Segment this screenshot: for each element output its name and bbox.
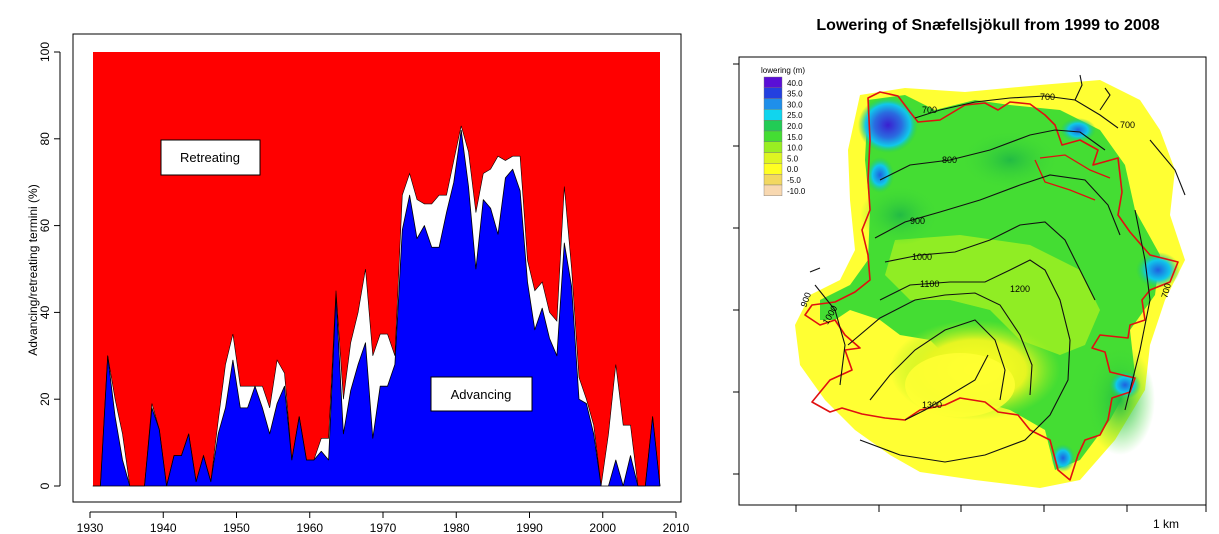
- legend-swatch: [763, 87, 783, 99]
- glacier-outline: [804, 91, 1179, 481]
- legend-label: -10.0: [787, 187, 806, 196]
- x-tick-label: 2010: [663, 521, 690, 534]
- x-tick-label: 1930: [77, 521, 104, 534]
- legend-label: 15.0: [787, 133, 803, 142]
- legend-swatch: [763, 163, 783, 175]
- legend-swatch: [763, 119, 783, 132]
- hotspot-nw: [858, 97, 918, 153]
- hotspot-ne: [1060, 118, 1096, 142]
- legend-label: 40.0: [787, 79, 803, 88]
- legend-swatch: [763, 184, 783, 197]
- contour-label: 700: [1159, 282, 1173, 299]
- legend-label: 35.0: [787, 90, 803, 99]
- patch-green-1: [960, 130, 1060, 190]
- y-tick-label: 100: [38, 42, 52, 62]
- plot-frame: [72, 33, 682, 503]
- contour-label: 1000: [912, 252, 932, 262]
- contour-labels: 700 700 700 800 900 1000 1000 1100 1200 …: [799, 92, 1173, 410]
- y-tick-label: 0: [38, 482, 52, 489]
- scale-bar-label: 1 km: [1153, 517, 1179, 531]
- legend-swatch: [763, 109, 783, 121]
- contour-label: 900: [910, 216, 925, 226]
- contour-label: 1200: [1010, 284, 1030, 294]
- x-tick-label: 1940: [150, 521, 177, 534]
- legend-swatch: [763, 141, 783, 153]
- retreating-boundary: [93, 125, 661, 487]
- contour-label: 800: [942, 155, 957, 165]
- lowering-map: Lowering of Snæfellsjökull from 1999 to …: [733, 17, 1207, 531]
- legend-swatch: [763, 173, 783, 186]
- y-tick-label: 20: [38, 392, 52, 406]
- glacier-outline-inner: [1034, 154, 1111, 201]
- y-tick-label: 40: [38, 305, 52, 319]
- legend-swatch: [763, 76, 783, 89]
- legend-swatch: [763, 98, 783, 110]
- map-legend: lowering (m) 40.0 35.030.0 25.0 20.0 15.0 10.…: [758, 63, 843, 263]
- legend-label: -5.0: [787, 176, 801, 185]
- contour-label: 700: [1120, 120, 1135, 130]
- map-ticks: [733, 63, 1207, 512]
- x-tick-label: 2000: [589, 521, 616, 534]
- legend-label: 10.0: [787, 144, 803, 153]
- region-summit-core: [905, 353, 1015, 417]
- contour-label: 700: [1040, 92, 1055, 102]
- y-tick-label: 60: [38, 219, 52, 233]
- legend-label: 0.0: [787, 165, 799, 174]
- x-tick-label: 1960: [296, 521, 323, 534]
- contour-label: 1300: [922, 400, 942, 410]
- advancing-retreating-chart: 1930 1940 1950 1960 1970 1980 1990 2000 2010 0 20…: [26, 33, 690, 534]
- legend-label: 5.0: [787, 154, 799, 163]
- legend-swatch: [763, 130, 783, 143]
- contour-label: 700: [922, 105, 937, 115]
- legend-label: 20.0: [787, 122, 803, 131]
- contour-label: 900: [799, 291, 814, 309]
- retreating-label: Retreating: [180, 150, 240, 165]
- contour-label: 1100: [920, 279, 939, 289]
- map-title: Lowering of Snæfellsjökull from 1999 to …: [816, 17, 1159, 34]
- contour-lines: [809, 74, 1186, 463]
- x-tick-label: 1980: [443, 521, 470, 534]
- legend-label: 25.0: [787, 111, 803, 120]
- x-tick-label: 1990: [516, 521, 543, 534]
- legend-label: 30.0: [787, 100, 803, 109]
- x-tick-label: 1950: [223, 521, 250, 534]
- region-lightgreen: [885, 235, 1100, 355]
- y-axis-title: Advancing/retreating termini (%): [26, 184, 40, 355]
- advancing-label: Advancing: [451, 387, 512, 402]
- legend-swatch: [763, 152, 783, 164]
- hotspot-w: [866, 157, 894, 193]
- legend-items: 40.0 35.030.0 25.0 20.0 15.0 10.05.0 0.0 -5.0 -1…: [763, 76, 806, 197]
- legend-title: lowering (m): [761, 66, 805, 75]
- x-axis: 1930 1940 1950 1960 1970 1980 1990 2000 2010: [77, 511, 690, 534]
- area-layers: [92, 52, 661, 487]
- y-axis: 0 20 40 60 80 100: [38, 42, 61, 489]
- patch-green-2: [1085, 345, 1155, 455]
- patch-green-3: [860, 185, 940, 245]
- retreating-label-box: Retreating: [160, 139, 261, 176]
- y-tick-label: 80: [38, 132, 52, 146]
- x-tick-label: 1970: [370, 521, 397, 534]
- advancing-label-box: Advancing: [430, 376, 533, 412]
- map-raster: 700 700 700 800 900 1000 1000 1100 1200 …: [795, 74, 1186, 488]
